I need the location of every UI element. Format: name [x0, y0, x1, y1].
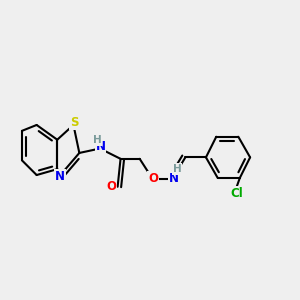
Text: N: N: [169, 172, 178, 185]
Text: H: H: [93, 135, 101, 145]
Text: N: N: [95, 140, 106, 153]
Text: O: O: [106, 180, 116, 193]
Text: Cl: Cl: [230, 187, 243, 200]
Text: H: H: [173, 164, 182, 174]
Text: O: O: [148, 172, 158, 185]
Text: N: N: [55, 170, 65, 183]
Text: S: S: [70, 116, 78, 129]
